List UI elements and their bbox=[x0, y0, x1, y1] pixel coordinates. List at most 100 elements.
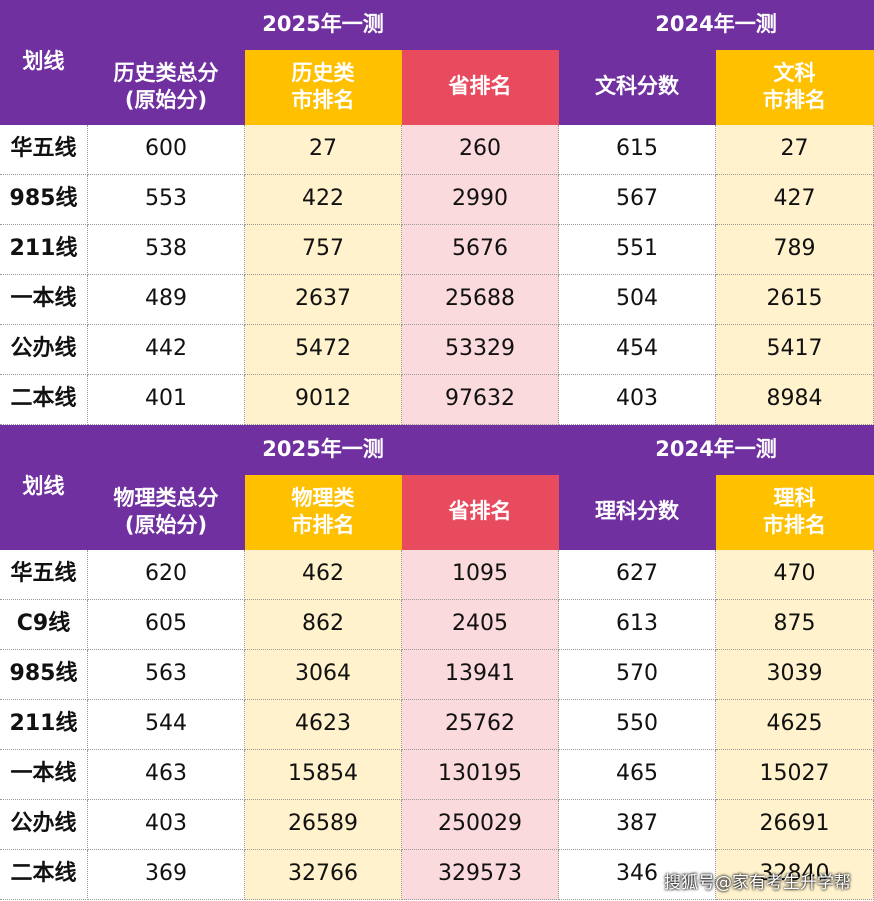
cell-text: 二本线 bbox=[10, 861, 77, 887]
data-cell: 489 bbox=[88, 275, 245, 325]
cell-text: 4625 bbox=[766, 711, 823, 737]
column-header: 物理类 市排名 bbox=[245, 475, 402, 550]
data-cell: 2990 bbox=[402, 175, 559, 225]
cell-text: 市排名 bbox=[291, 513, 355, 537]
data-cell: 32840 bbox=[716, 850, 874, 900]
data-cell: 3039 bbox=[716, 650, 874, 700]
cell-text: 2024年一测 bbox=[655, 436, 777, 461]
data-cell: 3064 bbox=[245, 650, 402, 700]
cell-text: 27 bbox=[780, 136, 809, 162]
row-label: 公办线 bbox=[0, 800, 88, 850]
data-cell: 1095 bbox=[402, 550, 559, 600]
data-cell: 551 bbox=[559, 225, 716, 275]
cell-text: 2024年一测 bbox=[655, 11, 777, 36]
data-cell: 27 bbox=[716, 125, 874, 175]
data-cell: 875 bbox=[716, 600, 874, 650]
cell-text: 387 bbox=[616, 811, 658, 837]
data-cell: 32766 bbox=[245, 850, 402, 900]
cell-text: 403 bbox=[145, 811, 187, 837]
cell-text: 260 bbox=[459, 136, 501, 162]
cell-text: 理科 bbox=[773, 485, 816, 510]
group-header: 2025年一测 bbox=[88, 425, 559, 475]
cell-text: 省排名 bbox=[448, 499, 512, 524]
cell-text: 462 bbox=[302, 561, 344, 587]
data-cell: 4623 bbox=[245, 700, 402, 750]
cell-text: 2025年一测 bbox=[262, 436, 384, 461]
row-label: 985线 bbox=[0, 175, 88, 225]
cell-text: 985线 bbox=[9, 661, 78, 687]
data-cell: 25688 bbox=[402, 275, 559, 325]
data-cell: 403 bbox=[559, 375, 716, 425]
row-label: C9线 bbox=[0, 600, 88, 650]
cell-text: 历史类总分 bbox=[113, 60, 219, 85]
data-cell: 567 bbox=[559, 175, 716, 225]
cell-text: 53329 bbox=[445, 336, 515, 362]
data-cell: 544 bbox=[88, 700, 245, 750]
data-cell: 15854 bbox=[245, 750, 402, 800]
cell-text: 2405 bbox=[452, 611, 508, 637]
cell-text: 2990 bbox=[452, 186, 508, 212]
cell-text: 551 bbox=[616, 236, 658, 262]
data-cell: 454 bbox=[559, 325, 716, 375]
cell-text: 15854 bbox=[288, 761, 358, 787]
group-header: 2024年一测 bbox=[559, 425, 874, 475]
cell-text: 427 bbox=[773, 186, 816, 212]
column-header: 理科 市排名 bbox=[716, 475, 874, 550]
cell-text: 26589 bbox=[288, 811, 358, 837]
cell-text: 620 bbox=[145, 561, 187, 587]
cell-text: 2615 bbox=[766, 286, 823, 312]
data-cell: 26691 bbox=[716, 800, 874, 850]
data-cell: 4625 bbox=[716, 700, 874, 750]
data-cell: 504 bbox=[559, 275, 716, 325]
cell-text: 市排名 bbox=[291, 88, 355, 112]
data-cell: 9012 bbox=[245, 375, 402, 425]
cell-text: 211线 bbox=[9, 236, 78, 262]
row-label: 二本线 bbox=[0, 850, 88, 900]
cell-text: 329573 bbox=[438, 861, 522, 887]
cell-text: 97632 bbox=[445, 386, 515, 412]
data-cell: 570 bbox=[559, 650, 716, 700]
data-cell: 346 bbox=[559, 850, 716, 900]
cell-text: 442 bbox=[145, 336, 187, 362]
cell-text: (原始分) bbox=[124, 88, 208, 112]
data-cell: 369 bbox=[88, 850, 245, 900]
cell-text: 5472 bbox=[295, 336, 351, 362]
cell-text: 875 bbox=[773, 611, 816, 637]
cell-text: 文科 bbox=[773, 60, 816, 85]
cell-text: 二本线 bbox=[10, 386, 77, 412]
data-cell: 470 bbox=[716, 550, 874, 600]
cell-text: 8984 bbox=[766, 386, 823, 412]
data-cell: 260 bbox=[402, 125, 559, 175]
cell-text: 2025年一测 bbox=[262, 11, 384, 36]
data-cell: 403 bbox=[88, 800, 245, 850]
column-header: 物理类总分 (原始分) bbox=[88, 475, 245, 550]
cell-text: 789 bbox=[773, 236, 816, 262]
cell-text: 13941 bbox=[445, 661, 515, 687]
data-cell: 627 bbox=[559, 550, 716, 600]
data-cell: 8984 bbox=[716, 375, 874, 425]
cell-text: 463 bbox=[145, 761, 187, 787]
data-cell: 5472 bbox=[245, 325, 402, 375]
cell-text: 550 bbox=[616, 711, 658, 737]
cell-text: 市排名 bbox=[763, 513, 826, 537]
cell-text: 32840 bbox=[759, 861, 830, 887]
cell-text: 9012 bbox=[295, 386, 351, 412]
column-header: 历史类总分 (原始分) bbox=[88, 50, 245, 125]
cell-text: 26691 bbox=[759, 811, 830, 837]
cell-text: 3064 bbox=[295, 661, 351, 687]
row-label: 211线 bbox=[0, 225, 88, 275]
data-cell: 401 bbox=[88, 375, 245, 425]
cell-text: 划线 bbox=[22, 49, 65, 74]
row-label-header: 划线 bbox=[0, 0, 88, 125]
group-header: 2024年一测 bbox=[559, 0, 874, 50]
cell-text: 627 bbox=[616, 561, 658, 587]
cell-text: (原始分) bbox=[124, 513, 208, 537]
data-cell: 2615 bbox=[716, 275, 874, 325]
cell-text: 华五线 bbox=[10, 136, 77, 162]
cell-text: 华五线 bbox=[10, 561, 77, 587]
cell-text: 615 bbox=[616, 136, 658, 162]
cell-text: 5417 bbox=[766, 336, 823, 362]
data-cell: 463 bbox=[88, 750, 245, 800]
data-cell: 600 bbox=[88, 125, 245, 175]
